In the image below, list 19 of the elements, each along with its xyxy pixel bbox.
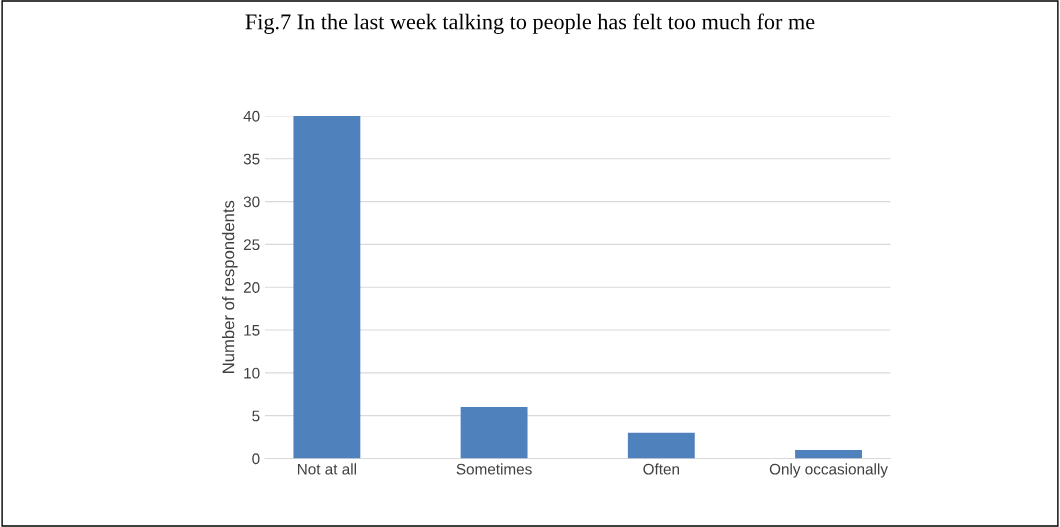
bar xyxy=(293,115,361,459)
x-tick-label: Only occasionally xyxy=(769,463,888,478)
y-axis-title: Number of respondents xyxy=(222,200,238,373)
bar xyxy=(627,432,695,459)
y-tick-label: 25 xyxy=(243,239,260,251)
x-tick-label: Not at all xyxy=(297,463,356,475)
bar xyxy=(795,449,862,459)
y-tick-label: 40 xyxy=(243,110,260,122)
chart-title: Fig.7 In the last week talking to people has felt too much for me xyxy=(245,13,815,34)
y-tick-label: 20 xyxy=(243,282,260,293)
x-tick-label: Sometimes xyxy=(456,463,532,475)
y-tick-label: 15 xyxy=(244,325,260,336)
bar xyxy=(460,407,528,459)
y-tick-label: 10 xyxy=(244,367,260,379)
y-tick-label: 5 xyxy=(252,410,260,422)
x-tick-label: Often xyxy=(643,463,679,475)
y-tick-label: 30 xyxy=(243,196,260,208)
y-tick-label: 0 xyxy=(252,453,260,465)
y-tick-label: 35 xyxy=(243,153,260,165)
